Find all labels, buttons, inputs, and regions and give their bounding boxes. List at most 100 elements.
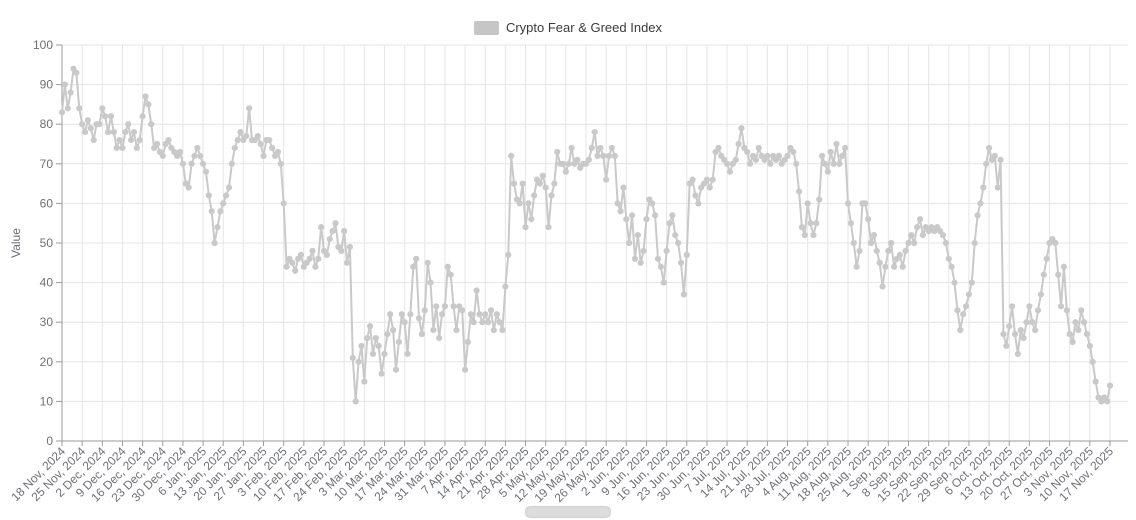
data-point[interactable] bbox=[372, 334, 379, 342]
data-point[interactable] bbox=[459, 307, 466, 314]
data-point[interactable] bbox=[473, 287, 480, 294]
data-point[interactable] bbox=[283, 263, 290, 270]
data-point[interactable] bbox=[84, 117, 92, 124]
data-point[interactable] bbox=[994, 184, 1001, 191]
data-point[interactable] bbox=[525, 200, 532, 207]
data-point[interactable] bbox=[683, 251, 690, 258]
data-point[interactable] bbox=[974, 212, 981, 219]
data-point[interactable] bbox=[548, 192, 555, 199]
data-point[interactable] bbox=[1014, 350, 1021, 357]
data-point[interactable] bbox=[617, 208, 624, 215]
data-point[interactable] bbox=[1080, 319, 1088, 326]
data-point[interactable] bbox=[850, 239, 857, 247]
data-point[interactable] bbox=[675, 239, 682, 247]
data-point[interactable] bbox=[626, 239, 633, 247]
data-point[interactable] bbox=[136, 136, 143, 144]
data-point[interactable] bbox=[793, 160, 800, 167]
data-point[interactable] bbox=[306, 255, 313, 262]
data-point[interactable] bbox=[470, 319, 477, 326]
data-point[interactable] bbox=[461, 366, 469, 373]
data-point[interactable] bbox=[502, 283, 509, 290]
data-point[interactable] bbox=[597, 144, 604, 152]
data-point[interactable] bbox=[508, 152, 515, 159]
data-point[interactable] bbox=[568, 144, 575, 152]
data-point[interactable] bbox=[392, 366, 400, 373]
data-point[interactable] bbox=[695, 200, 702, 207]
data-point[interactable] bbox=[951, 279, 958, 286]
data-point[interactable] bbox=[73, 69, 80, 76]
data-point[interactable] bbox=[369, 350, 377, 357]
data-point[interactable] bbox=[1043, 255, 1050, 262]
data-point[interactable] bbox=[706, 184, 713, 191]
data-point[interactable] bbox=[669, 212, 676, 219]
data-point[interactable] bbox=[438, 311, 446, 318]
data-point[interactable] bbox=[450, 303, 457, 310]
data-point[interactable] bbox=[260, 152, 267, 159]
data-point[interactable] bbox=[985, 144, 993, 152]
data-point[interactable] bbox=[911, 239, 918, 247]
data-point[interactable] bbox=[116, 136, 123, 144]
data-point[interactable] bbox=[122, 129, 129, 136]
data-point[interactable] bbox=[366, 323, 374, 330]
data-point[interactable] bbox=[1083, 330, 1091, 338]
data-point[interactable] bbox=[1066, 330, 1073, 338]
data-point[interactable] bbox=[418, 330, 425, 338]
data-point[interactable] bbox=[125, 121, 132, 128]
data-point[interactable] bbox=[1034, 307, 1042, 314]
data-point[interactable] bbox=[960, 311, 967, 318]
data-point[interactable] bbox=[358, 342, 365, 350]
data-point[interactable] bbox=[611, 152, 618, 159]
data-point[interactable] bbox=[948, 263, 955, 270]
data-point[interactable] bbox=[464, 338, 472, 346]
data-point[interactable] bbox=[692, 192, 699, 199]
data-point[interactable] bbox=[364, 334, 371, 342]
data-point[interactable] bbox=[1063, 307, 1070, 314]
data-point[interactable] bbox=[591, 129, 598, 136]
data-point[interactable] bbox=[493, 311, 500, 318]
data-point[interactable] bbox=[145, 101, 152, 108]
data-point[interactable] bbox=[228, 160, 235, 167]
data-point[interactable] bbox=[133, 144, 140, 152]
data-point[interactable] bbox=[680, 291, 687, 298]
data-point[interactable] bbox=[1006, 323, 1013, 330]
data-point[interactable] bbox=[614, 200, 621, 207]
data-point[interactable] bbox=[1069, 338, 1076, 346]
data-point[interactable] bbox=[983, 160, 990, 167]
data-point[interactable] bbox=[407, 311, 414, 318]
data-point[interactable] bbox=[839, 152, 846, 159]
data-point[interactable] bbox=[689, 176, 696, 183]
data-point[interactable] bbox=[905, 239, 912, 247]
data-point[interactable] bbox=[542, 184, 549, 191]
data-point[interactable] bbox=[476, 311, 483, 318]
data-point[interactable] bbox=[346, 243, 354, 251]
data-point[interactable] bbox=[67, 89, 74, 96]
data-point[interactable] bbox=[764, 152, 771, 159]
data-point[interactable] bbox=[631, 255, 639, 262]
data-point[interactable] bbox=[531, 192, 538, 199]
data-point[interactable] bbox=[323, 251, 330, 258]
data-point[interactable] bbox=[130, 129, 138, 136]
data-point[interactable] bbox=[637, 259, 644, 266]
data-point[interactable] bbox=[516, 200, 523, 207]
data-point[interactable] bbox=[551, 180, 558, 187]
data-point[interactable] bbox=[957, 327, 964, 334]
data-point[interactable] bbox=[375, 342, 382, 350]
data-point[interactable] bbox=[666, 220, 673, 227]
data-point[interactable] bbox=[142, 93, 149, 100]
data-point[interactable] bbox=[1009, 303, 1016, 310]
data-point[interactable] bbox=[888, 239, 895, 247]
data-point[interactable] bbox=[654, 255, 662, 262]
data-point[interactable] bbox=[76, 105, 83, 112]
data-point[interactable] bbox=[1075, 327, 1082, 334]
data-point[interactable] bbox=[847, 220, 854, 227]
data-point[interactable] bbox=[945, 255, 952, 262]
data-point[interactable] bbox=[873, 247, 880, 255]
data-point[interactable] bbox=[752, 156, 759, 163]
data-point[interactable] bbox=[1003, 342, 1010, 350]
data-point[interactable] bbox=[208, 208, 215, 215]
data-point[interactable] bbox=[421, 307, 428, 314]
data-point[interactable] bbox=[522, 224, 529, 231]
data-point[interactable] bbox=[329, 228, 336, 235]
data-point[interactable] bbox=[214, 224, 221, 231]
data-point[interactable] bbox=[254, 132, 261, 140]
